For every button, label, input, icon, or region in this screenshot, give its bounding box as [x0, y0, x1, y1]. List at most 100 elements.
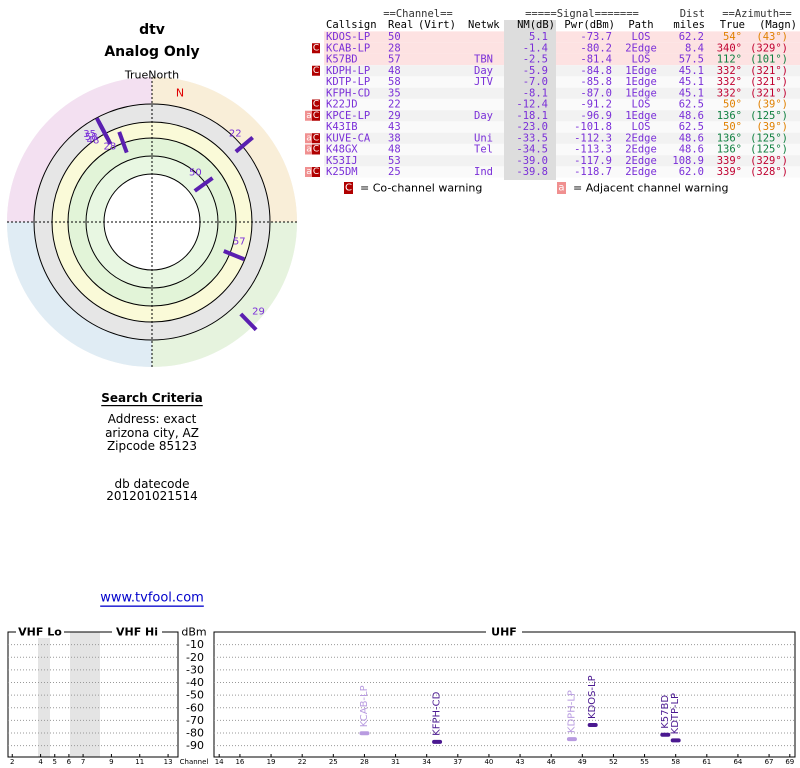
table-cell: -8.1	[523, 87, 548, 99]
table-row-bg	[556, 121, 800, 133]
table-header: (Virt)	[418, 19, 456, 31]
table-cell: (321°)	[750, 76, 788, 88]
signal-bar	[587, 723, 598, 728]
x-tick-label: 58	[671, 758, 680, 766]
marker-label: 22	[229, 128, 242, 139]
x-tick-label: 67	[765, 758, 774, 766]
table-cell: -33.5	[516, 132, 548, 144]
panel-title: VHF Hi	[116, 626, 158, 639]
marker-label: 48	[87, 135, 100, 146]
table-row-bg	[324, 110, 504, 122]
table-row-bg	[324, 166, 504, 178]
table-cell: -101.8	[574, 121, 612, 133]
table-cell: 332°	[717, 76, 742, 88]
table-row-bg	[324, 53, 504, 66]
site-link[interactable]: www.tvfool.com	[100, 591, 204, 606]
warning-symbol: C	[313, 111, 319, 121]
signal-bar	[432, 739, 443, 744]
table-cell: 2Edge	[625, 132, 657, 144]
signal-label: KDPH-LP	[566, 690, 577, 733]
warning-icon	[312, 99, 320, 110]
table-row-bg	[556, 166, 800, 178]
x-tick-label: 52	[609, 758, 618, 766]
y-tick-label: -80	[186, 727, 204, 740]
table-cell: 339°	[717, 166, 742, 178]
x-tick-label: 7	[81, 758, 85, 766]
table-cell: (125°)	[750, 110, 788, 122]
table-cell: -5.9	[523, 65, 548, 77]
warning-symbol: a	[306, 145, 312, 155]
table-cell: 57.5	[679, 54, 704, 66]
table-cell: K48GX	[326, 144, 358, 156]
legend-symbol: a	[558, 183, 564, 194]
table-row-bg	[324, 155, 504, 167]
table-cell: 2Edge	[625, 166, 657, 178]
table-row-bg	[324, 31, 504, 43]
y-tick-label: -70	[186, 714, 204, 727]
table-cell: (39°)	[756, 99, 788, 111]
table-row-bg	[556, 155, 800, 167]
table-cell: 45.1	[679, 87, 704, 99]
table-group-header: ==Azimuth==	[722, 8, 792, 20]
table-cell: 5.1	[529, 31, 548, 43]
table-cell: 112°	[717, 54, 742, 66]
table-cell: 8.4	[685, 42, 704, 54]
warning-symbol: C	[313, 145, 319, 155]
table-cell: JTV	[474, 76, 494, 88]
table-cell: 25	[388, 166, 401, 178]
y-tick-label: -40	[186, 676, 204, 689]
signal-bar	[359, 731, 370, 736]
table-row-bg	[556, 65, 800, 77]
marker-label: 50	[189, 168, 202, 179]
table-row-bg	[556, 143, 800, 156]
table-cell: (329°)	[750, 42, 788, 54]
warning-symbol: C	[313, 133, 319, 143]
table-cell: 43	[388, 121, 401, 133]
table-cell: (125°)	[750, 144, 788, 156]
subtitle: Analog Only	[104, 44, 199, 60]
table-cell: -39.0	[516, 155, 548, 167]
table-cell: -80.2	[580, 42, 612, 54]
table-row-bg	[556, 76, 800, 88]
table-cell: 1Edge	[625, 87, 657, 99]
table-cell: -81.4	[580, 54, 612, 66]
table-cell: 45.1	[679, 65, 704, 77]
x-tick-label: 64	[733, 758, 742, 766]
north-label: N	[176, 87, 184, 100]
signal-marker	[117, 131, 129, 154]
warning-icon	[312, 144, 320, 155]
x-tick-label: 25	[329, 758, 338, 766]
warning-icon	[312, 133, 320, 144]
table-cell: Tel	[474, 144, 493, 156]
table-header: NM(dB)	[517, 19, 555, 31]
table-cell: -113.3	[574, 144, 612, 156]
warning-symbol: C	[313, 43, 319, 53]
table-cell: 48.6	[679, 144, 704, 156]
signal-label: KCAB-LP	[359, 685, 370, 727]
table-cell: -87.0	[580, 87, 612, 99]
x-tick-label: 43	[516, 758, 525, 766]
table-cell: (101°)	[750, 54, 788, 66]
search-line: Zipcode 85123	[107, 439, 197, 453]
x-axis-label: Channel	[180, 758, 209, 766]
table-cell: 108.9	[672, 155, 704, 167]
table-cell: -84.8	[580, 65, 612, 77]
search-line: Address: exact	[108, 412, 197, 426]
signal-label: KDOS-LP	[587, 675, 598, 719]
table-row-bg	[556, 132, 800, 144]
table-cell: 136°	[717, 144, 742, 156]
search-line: arizona city, AZ	[105, 426, 199, 440]
table-cell: 35	[388, 87, 401, 99]
signal-marker	[223, 249, 245, 262]
table-cell: 62.2	[679, 31, 704, 43]
table-row-bg	[324, 132, 504, 144]
table-header: miles	[673, 19, 705, 31]
table-cell: -1.4	[523, 42, 548, 54]
table-cell: -23.0	[516, 121, 548, 133]
table-cell: 22	[388, 99, 401, 111]
table-cell: -34.5	[516, 144, 548, 156]
table-header: (Magn)	[759, 19, 797, 31]
table-row-bg	[324, 87, 504, 99]
table-cell: 62.0	[679, 166, 704, 178]
title: dtv	[139, 22, 165, 38]
